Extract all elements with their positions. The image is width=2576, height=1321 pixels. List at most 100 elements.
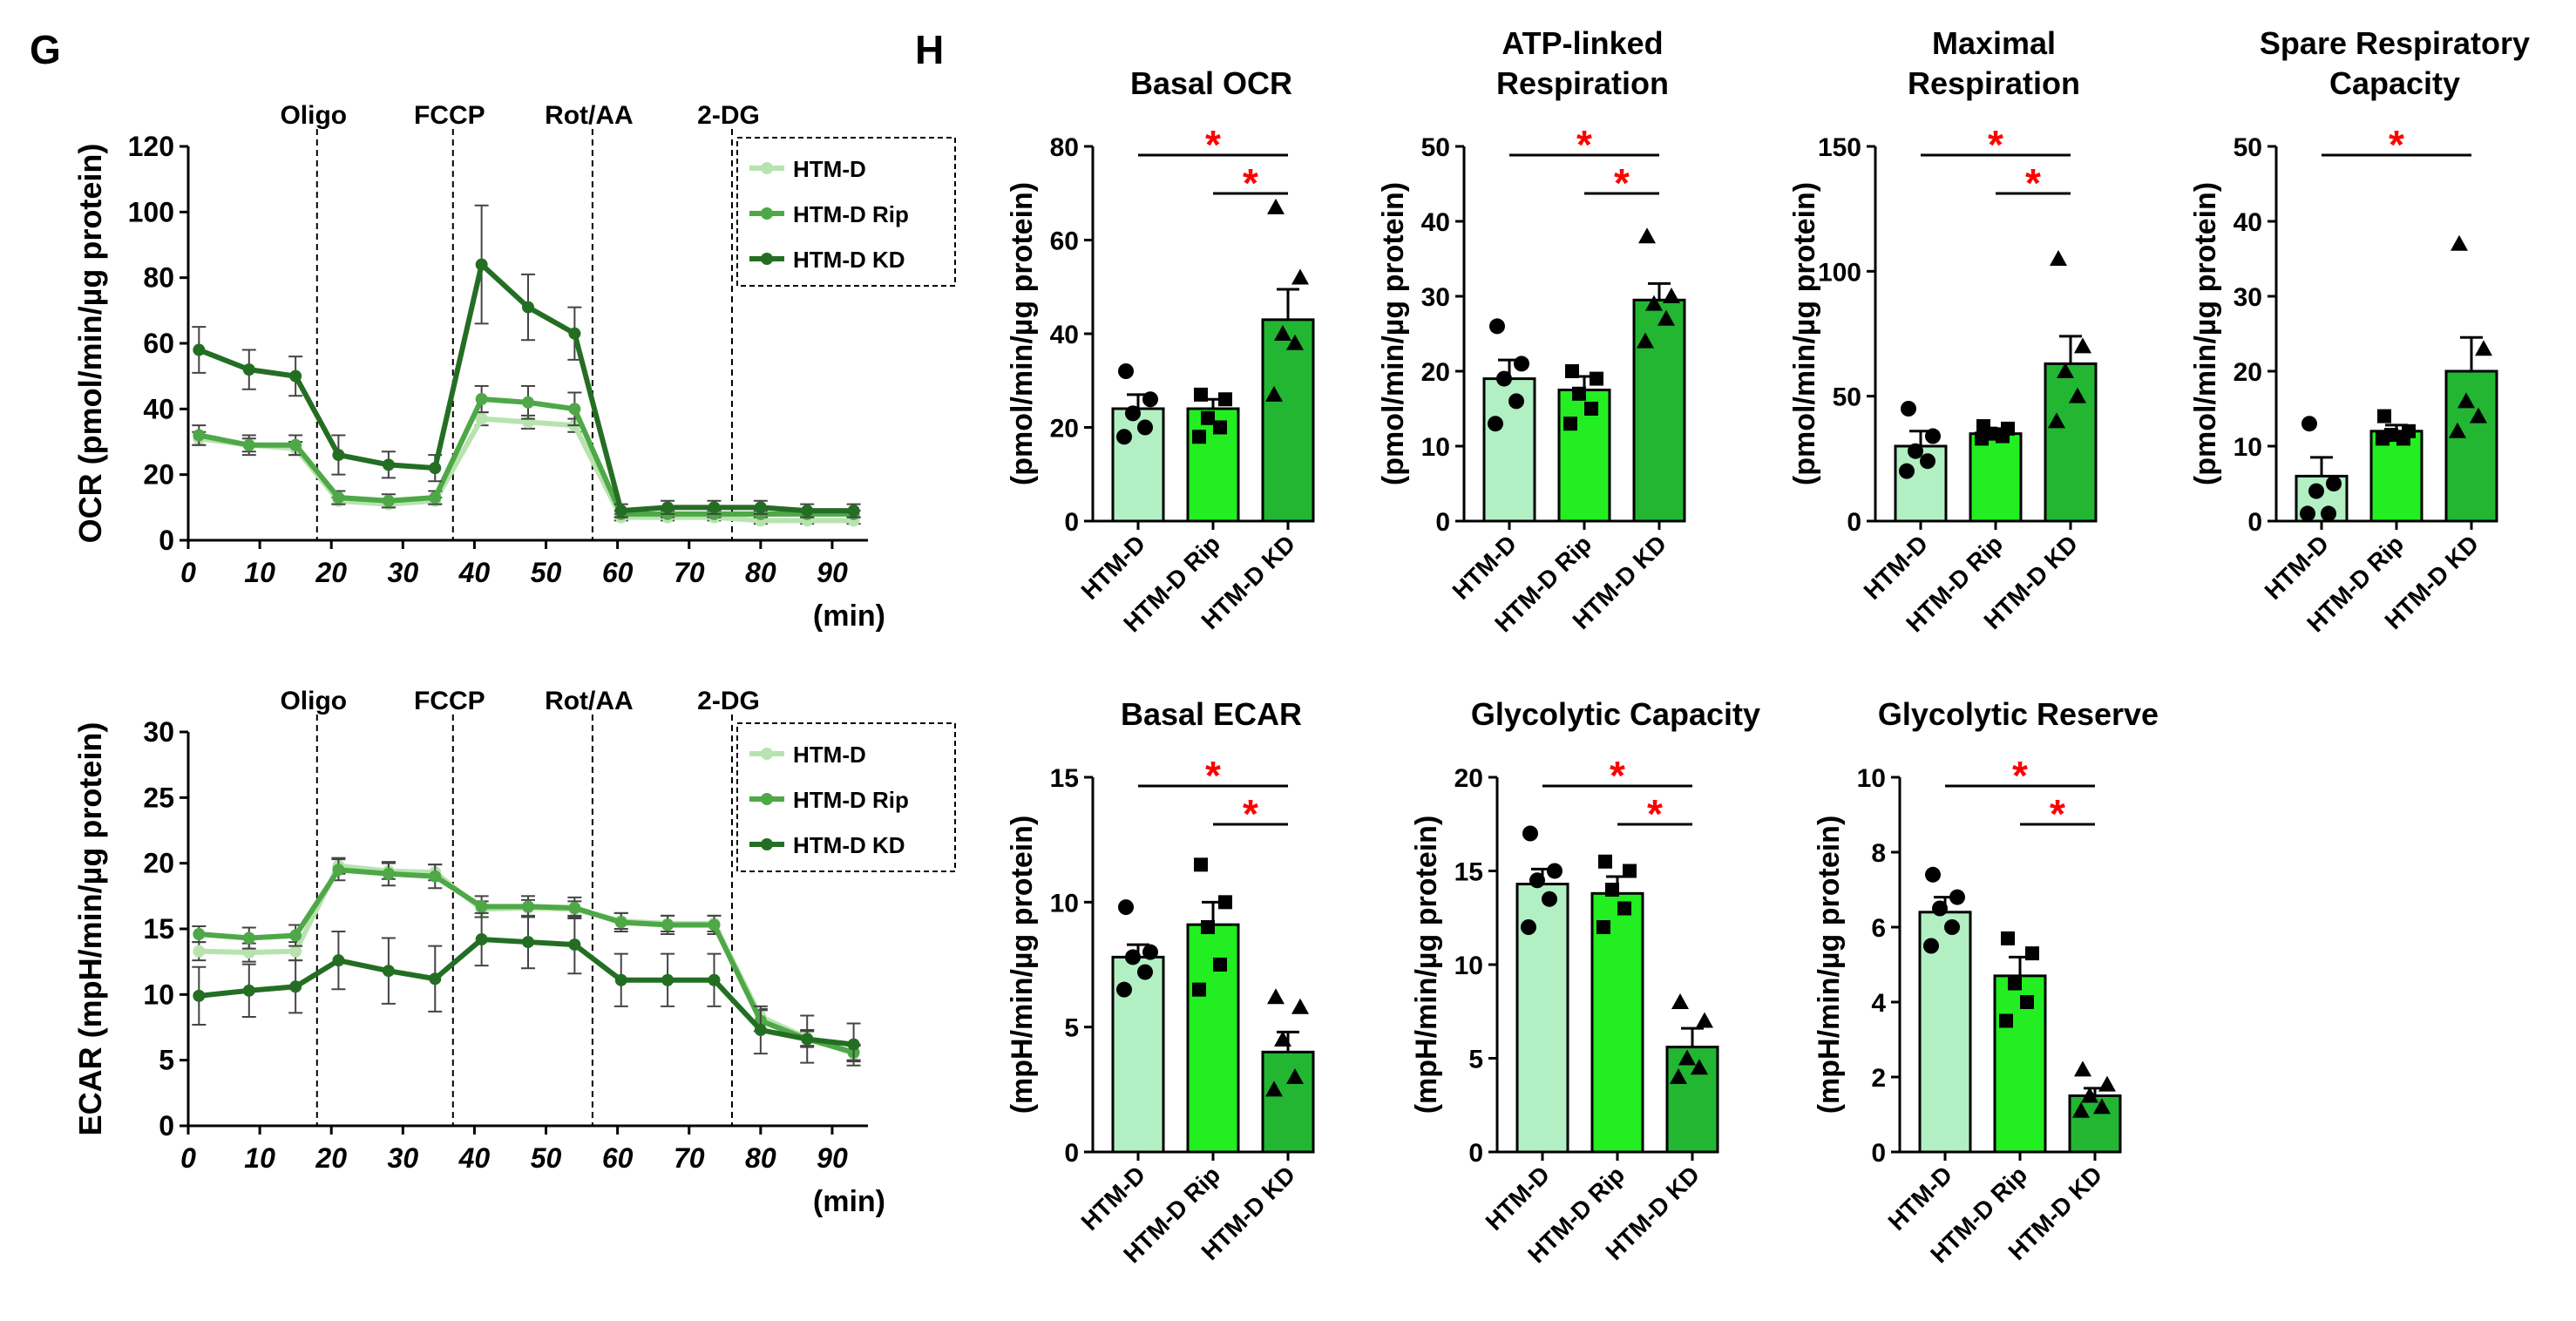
data-point-square: [1975, 431, 1989, 446]
legend-label: HTM-D KD: [793, 832, 905, 858]
x-tick-label: 40: [458, 1142, 491, 1174]
legend-label: HTM-D: [793, 156, 866, 182]
data-point: [429, 491, 442, 505]
legend-marker: [761, 838, 773, 850]
data-point-square: [1213, 420, 1227, 435]
data-point: [242, 438, 255, 451]
y-tick-label: 6: [1871, 914, 1886, 943]
x-axis-label: (min): [813, 1185, 885, 1218]
data-point: [193, 928, 206, 941]
significance-star: *: [1614, 160, 1630, 206]
data-point: [754, 501, 767, 514]
y-tick-label: 10: [1050, 889, 1079, 918]
chart-title: ATP-linked: [1502, 25, 1663, 61]
x-tick-label: 90: [817, 557, 848, 588]
data-point: [332, 449, 345, 462]
x-tick-label: 30: [388, 557, 419, 588]
legend-marker: [761, 793, 773, 805]
bar-htm-d-rip: [2369, 430, 2423, 523]
data-point-circle: [1137, 964, 1153, 980]
data-point-square: [1194, 857, 1208, 872]
y-tick-label: 0: [1435, 508, 1450, 537]
data-point-triangle: [1637, 332, 1654, 349]
data-point-triangle: [1663, 288, 1680, 303]
data-point: [708, 973, 721, 986]
y-tick-label: 20: [1454, 764, 1483, 793]
y-axis-label: (pmol/min/µg protein): [1377, 182, 1410, 485]
data-point-square: [1584, 402, 1598, 416]
y-tick-label: 40: [2234, 208, 2262, 237]
basal_ecar-chart: Basal ECAR 0 5 10 15 (mpH/min/µg protein) HTM-…: [1006, 696, 1315, 1268]
bar-htm-d-kd: [1261, 318, 1315, 523]
data-point-triangle: [1670, 1068, 1687, 1084]
chart-title: Maximal: [1932, 25, 2056, 61]
x-tick-label: HTM-D: [1447, 530, 1522, 605]
data-point-circle: [1522, 825, 1538, 842]
data-point: [614, 916, 627, 929]
glyco_capacity-chart: Glycolytic Capacity 0 5 10 15 20 (mpH/min/µg p…: [1410, 696, 1760, 1268]
y-tick-label: 5: [1468, 1046, 1483, 1074]
data-point-circle: [1920, 453, 1935, 470]
y-axis-label: (mpH/min/µg protein): [1410, 816, 1443, 1114]
data-point: [193, 945, 206, 958]
data-point-square: [1596, 920, 1610, 934]
x-tick-label: HTM-D: [1883, 1161, 1958, 1236]
legend-label: HTM-D KD: [793, 247, 905, 273]
data-point-circle: [1542, 891, 1557, 907]
data-point-circle: [1118, 899, 1134, 916]
x-tick-label: HTM-D: [1859, 530, 1934, 605]
data-point-circle: [1496, 370, 1512, 387]
data-point: [332, 954, 345, 967]
legend-marker: [761, 162, 773, 174]
y-tick-label: 60: [143, 328, 174, 359]
data-point: [289, 929, 302, 942]
data-point-triangle: [2081, 1087, 2098, 1103]
x-tick-label: 90: [817, 1142, 848, 1174]
data-point-circle: [1932, 900, 1948, 917]
data-point-square: [1201, 410, 1215, 425]
data-point-triangle: [2069, 387, 2086, 403]
chart-title: Basal ECAR: [1121, 696, 1302, 732]
y-tick-label: 80: [1050, 133, 1079, 162]
data-point: [242, 931, 255, 945]
y-tick-label: 0: [159, 1110, 174, 1141]
significance-star: *: [1205, 122, 1221, 167]
data-point-triangle: [2093, 1098, 2111, 1114]
data-point-circle: [1125, 949, 1141, 965]
data-point-triangle: [1645, 295, 1663, 311]
data-point-circle: [1925, 428, 1941, 444]
y-axis-label: (pmol/min/µg protein): [1788, 182, 1821, 485]
data-point-circle: [1944, 919, 1960, 935]
y-tick-label: 2: [1871, 1064, 1886, 1093]
data-point: [475, 412, 488, 425]
chart-title: Spare Respiratory: [2260, 25, 2530, 61]
y-tick-label: 10: [143, 979, 174, 1010]
y-axis-label: OCR (pmol/min/µg protein): [72, 144, 108, 544]
data-point-triangle: [1671, 993, 1689, 1009]
data-point-circle: [2326, 476, 2342, 491]
data-point-square: [1623, 864, 1637, 878]
data-point-circle: [1142, 944, 1158, 960]
data-point: [754, 1024, 767, 1037]
y-tick-label: 60: [1050, 227, 1079, 256]
data-point-square: [2376, 431, 2390, 446]
data-point-triangle: [1267, 198, 1285, 214]
data-point-square: [1572, 386, 1586, 401]
y-tick-label: 15: [1050, 764, 1079, 793]
data-point: [522, 396, 534, 409]
y-tick-label: 10: [1454, 952, 1483, 980]
y-tick-label: 20: [143, 848, 174, 879]
data-point: [475, 900, 488, 913]
data-point-circle: [1547, 863, 1563, 879]
y-tick-label: 150: [1818, 133, 1861, 162]
data-point-triangle: [2470, 407, 2487, 423]
x-tick-label: 60: [602, 557, 634, 588]
y-tick-label: 20: [1421, 358, 1450, 387]
panel-letter-h: H: [915, 27, 945, 72]
data-point-circle: [1923, 938, 1939, 954]
data-point-circle: [2300, 505, 2315, 522]
data-point: [382, 458, 395, 471]
injection-label: FCCP: [414, 101, 485, 130]
data-point-square: [2020, 995, 2034, 1009]
significance-star: *: [2025, 160, 2041, 206]
